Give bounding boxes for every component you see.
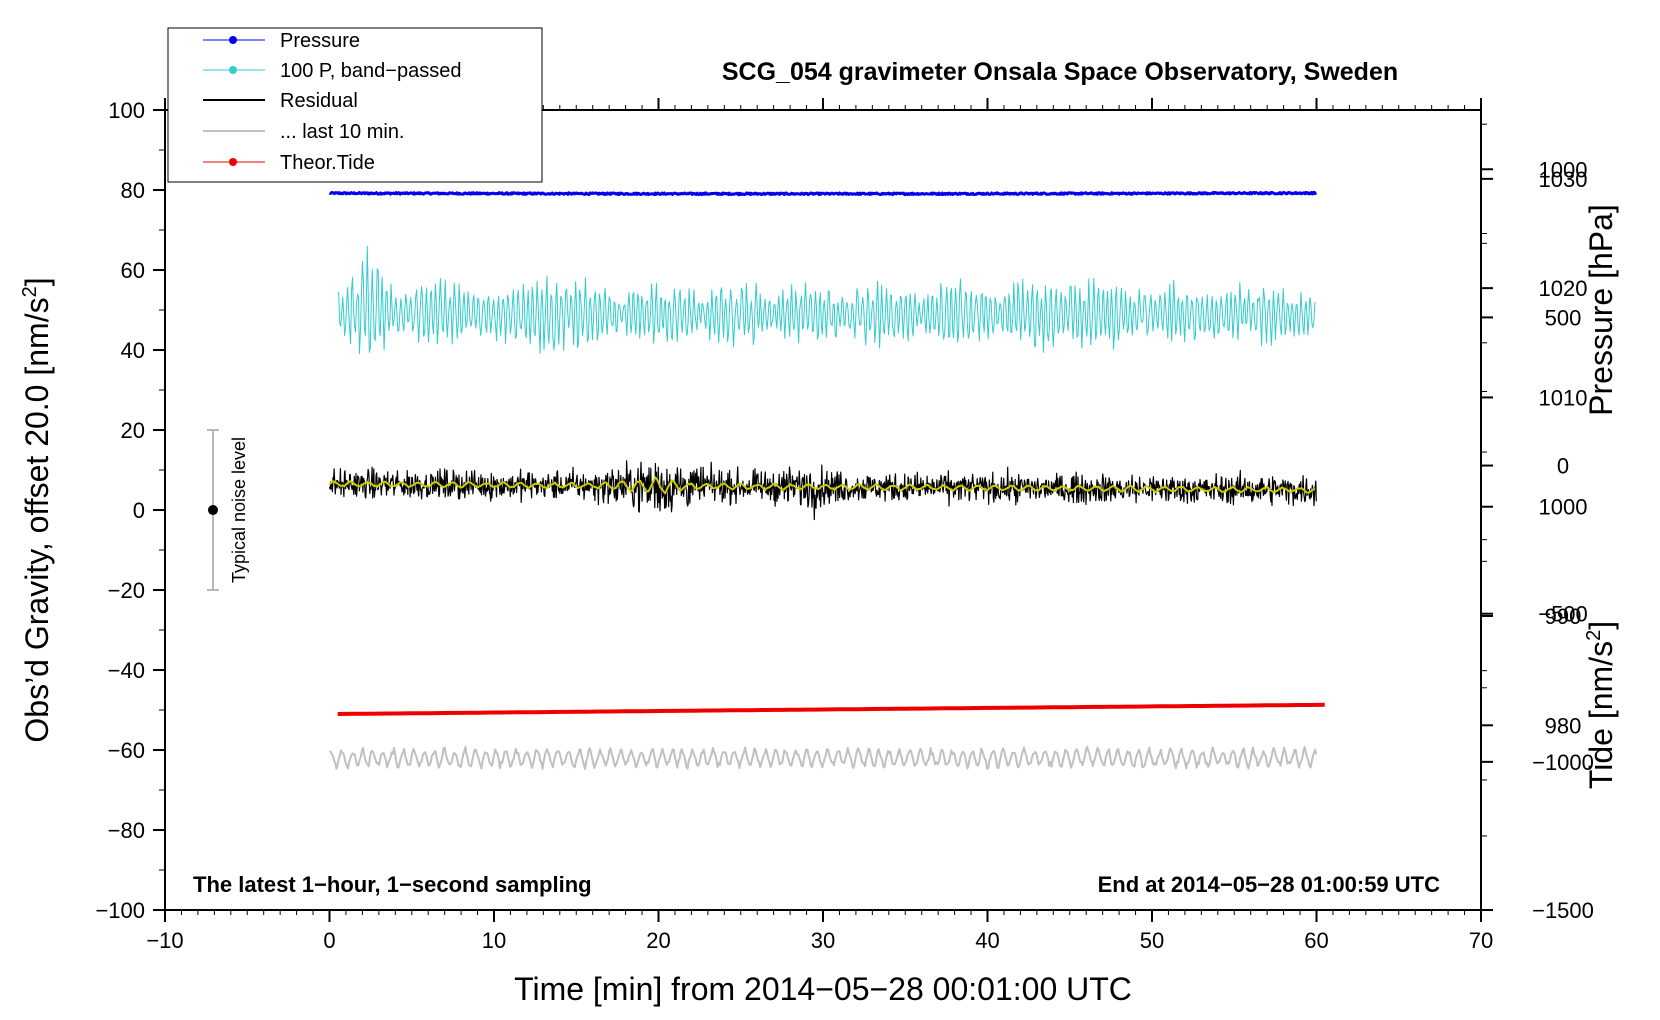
legend-label-pressure: Pressure bbox=[280, 30, 360, 52]
tide-tick-label: 1000 bbox=[1539, 157, 1588, 182]
legend-marker-tide bbox=[229, 158, 237, 166]
pressure-tick-label: 1000 bbox=[1539, 495, 1588, 520]
annotation-left: The latest 1−hour, 1−second sampling bbox=[193, 872, 592, 897]
legend-marker-pressure bbox=[229, 36, 237, 44]
y-tick-label: −100 bbox=[95, 898, 145, 923]
y-axis-title-sup: 2 bbox=[19, 286, 41, 297]
chart-title: SCG_054 gravimeter Onsala Space Observat… bbox=[722, 58, 1398, 86]
x-tick-label: 10 bbox=[482, 928, 506, 953]
y-tick-label: −60 bbox=[108, 738, 145, 763]
x-axis-title: Time [min] from 2014−05−28 00:01:00 UTC bbox=[514, 971, 1132, 1007]
noise-bar-label: Typical noise level bbox=[229, 437, 249, 583]
x-tick-label: 20 bbox=[646, 928, 670, 953]
legend-item-last10: ... last 10 min. bbox=[203, 121, 405, 143]
pressure-axis-title: Pressure [hPa] bbox=[1583, 204, 1619, 416]
x-tick-label: 40 bbox=[975, 928, 999, 953]
pressure-tick-label: 1010 bbox=[1539, 385, 1588, 410]
annotation-right: End at 2014−05−28 01:00:59 UTC bbox=[1098, 872, 1441, 897]
x-tick-label: 60 bbox=[1304, 928, 1328, 953]
legend: Pressure 100 P, band−passed Residual ...… bbox=[167, 27, 543, 183]
y-tick-label: 100 bbox=[108, 98, 145, 123]
tide-tick-label: −1000 bbox=[1532, 750, 1594, 775]
legend-marker-bandpassed bbox=[229, 66, 237, 74]
series-pressure bbox=[328, 190, 1318, 197]
noise-bar-center bbox=[208, 505, 218, 515]
y-tick-label: 80 bbox=[121, 178, 145, 203]
series-smoothed bbox=[328, 476, 1316, 495]
y-tick-label: 40 bbox=[121, 338, 145, 363]
axis-ticks: −10 0 10 20 30 40 50 60 70−100−80−60−40−20020406… bbox=[95, 98, 1594, 953]
y-tick-label: 60 bbox=[121, 258, 145, 283]
y-tick-label: 0 bbox=[133, 498, 145, 523]
legend-label-bandpassed: 100 P, band−passed bbox=[280, 60, 461, 82]
tide-tick-label: −500 bbox=[1538, 602, 1588, 627]
y-tick-label: 20 bbox=[121, 418, 145, 443]
legend-item-tide: Theor.Tide bbox=[203, 152, 375, 174]
x-tick-label: −10 bbox=[146, 928, 183, 953]
pressure-tick-label: 1020 bbox=[1539, 276, 1588, 301]
legend-box bbox=[167, 27, 543, 183]
series-bandpassed bbox=[337, 245, 1317, 355]
pressure-tick-label: 990 bbox=[1545, 604, 1582, 629]
tide-axis-title-main: Tide [nm/s bbox=[1583, 641, 1619, 789]
y-axis-title: Obs’d Gravity, offset 20.0 [nm/s2] bbox=[19, 277, 55, 742]
y-axis-title-end: ] bbox=[19, 277, 55, 286]
series-last10 bbox=[329, 745, 1318, 770]
x-tick-label: 50 bbox=[1140, 928, 1164, 953]
tide-axis-title-end: ] bbox=[1583, 621, 1619, 630]
x-tick-label: 70 bbox=[1469, 928, 1493, 953]
plot-frame bbox=[164, 109, 1482, 911]
tide-tick-label: 500 bbox=[1545, 305, 1582, 330]
y-tick-label: −80 bbox=[108, 818, 145, 843]
tide-axis-title-sup: 2 bbox=[1583, 630, 1605, 641]
noise-bar: Typical noise level bbox=[207, 429, 249, 591]
pressure-tick-label: 1030 bbox=[1539, 167, 1588, 192]
y-tick-label: −40 bbox=[108, 658, 145, 683]
pressure-tick-label: 980 bbox=[1545, 713, 1582, 738]
legend-item-pressure: Pressure bbox=[203, 30, 360, 52]
legend-label-last10: ... last 10 min. bbox=[280, 121, 405, 143]
chart-traces bbox=[328, 190, 1325, 770]
x-tick-label: 0 bbox=[323, 928, 335, 953]
legend-item-bandpassed: 100 P, band−passed bbox=[203, 60, 461, 82]
x-tick-label: 30 bbox=[811, 928, 835, 953]
tide-axis-title: Tide [nm/s2] bbox=[1583, 621, 1619, 789]
legend-label-tide: Theor.Tide bbox=[280, 152, 375, 174]
y-axis-title-main: Obs’d Gravity, offset 20.0 [nm/s bbox=[19, 297, 55, 742]
y-tick-label: −20 bbox=[108, 578, 145, 603]
legend-item-residual: Residual bbox=[203, 90, 358, 112]
series-tide bbox=[337, 702, 1325, 716]
tide-tick-label: 0 bbox=[1557, 454, 1569, 479]
tide-tick-label: −1500 bbox=[1532, 898, 1594, 923]
legend-label-residual: Residual bbox=[280, 90, 358, 112]
